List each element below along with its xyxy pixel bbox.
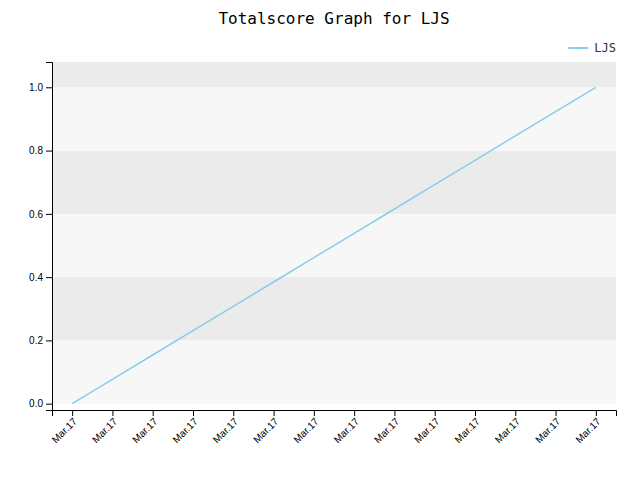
x-tick: Mar.17 xyxy=(493,410,523,445)
y-tick-mark xyxy=(46,404,52,405)
x-tick-label: Mar.17 xyxy=(211,415,241,445)
x-tick-mark xyxy=(556,410,557,416)
x-tick-mark xyxy=(435,410,436,416)
x-tick-mark xyxy=(72,410,73,416)
y-tick-mark xyxy=(46,277,52,278)
x-tick-mark xyxy=(153,410,154,416)
y-tick: 0.6 xyxy=(29,209,52,220)
legend-swatch xyxy=(568,47,588,49)
x-tick: Mar.17 xyxy=(332,410,362,445)
legend-item: LJS xyxy=(568,41,616,55)
x-axis-line xyxy=(53,411,617,417)
x-tick: Mar.17 xyxy=(573,410,603,445)
x-tick-label: Mar.17 xyxy=(170,415,200,445)
y-tick-label: 0.4 xyxy=(29,272,43,283)
y-tick: 0.0 xyxy=(29,398,52,409)
x-tick-mark xyxy=(274,410,275,416)
grid-band xyxy=(52,151,616,214)
x-tick-mark xyxy=(596,410,597,416)
y-tick-mark xyxy=(46,151,52,152)
x-tick-label: Mar.17 xyxy=(130,415,160,445)
x-tick-label: Mar.17 xyxy=(50,415,80,445)
x-tick-label: Mar.17 xyxy=(533,415,563,445)
y-tick-label: 0.0 xyxy=(29,398,43,409)
x-tick: Mar.17 xyxy=(291,410,321,445)
y-tick: 0.2 xyxy=(29,335,52,346)
x-axis: Mar.17 Mar.17 Mar.17 Mar.17 Mar.17 Mar.17 Mar.… xyxy=(50,410,617,445)
x-tick-label: Mar.17 xyxy=(251,415,281,445)
x-tick-mark xyxy=(515,410,516,416)
x-tick-label: Mar.17 xyxy=(412,415,442,445)
x-tick: Mar.17 xyxy=(170,410,200,445)
x-tick-mark xyxy=(233,410,234,416)
x-tick-mark xyxy=(475,410,476,416)
legend: LJS xyxy=(568,41,616,55)
x-tick: Mar.17 xyxy=(211,410,241,445)
x-tick-label: Mar.17 xyxy=(332,415,362,445)
y-tick-label: 1.0 xyxy=(29,82,43,93)
chart: Mar.17 Mar.17 Mar.17 Mar.17 Mar.17 Mar.17 Mar.… xyxy=(0,0,640,480)
y-tick-label: 0.8 xyxy=(29,145,43,156)
x-tick-label: Mar.17 xyxy=(291,415,321,445)
grid-band xyxy=(52,87,616,150)
grid-band xyxy=(52,340,616,403)
grid-band xyxy=(52,277,616,340)
x-tick-mark xyxy=(193,410,194,416)
grid-band xyxy=(52,62,616,87)
y-tick-label: 0.6 xyxy=(29,209,43,220)
title: Totalscore Graph for LJS xyxy=(218,9,449,28)
y-axis: 0.0 0.2 0.4 0.6 0.8 1.0 xyxy=(29,63,52,411)
x-tick-mark xyxy=(354,410,355,416)
x-tick: Mar.17 xyxy=(452,410,482,445)
y-tick: 1.0 xyxy=(29,82,52,93)
x-tick-label: Mar.17 xyxy=(452,415,482,445)
x-tick: Mar.17 xyxy=(90,410,120,445)
x-tick-mark xyxy=(314,410,315,416)
y-tick: 0.4 xyxy=(29,272,52,283)
x-tick: Mar.17 xyxy=(50,410,80,445)
grid xyxy=(52,62,616,404)
series-group xyxy=(72,87,596,403)
x-tick-mark xyxy=(394,410,395,416)
x-tick: Mar.17 xyxy=(412,410,442,445)
x-tick: Mar.17 xyxy=(130,410,160,445)
series-line xyxy=(72,87,596,403)
legend-label: LJS xyxy=(594,41,616,55)
plot-area: Mar.17 Mar.17 Mar.17 Mar.17 Mar.17 Mar.17 Mar.… xyxy=(29,62,616,445)
y-tick-mark xyxy=(46,87,52,88)
y-tick-mark xyxy=(46,214,52,215)
x-tick: Mar.17 xyxy=(533,410,563,445)
y-tick: 0.8 xyxy=(29,145,52,156)
x-tick-label: Mar.17 xyxy=(90,415,120,445)
y-axis-line xyxy=(46,63,53,411)
x-tick-label: Mar.17 xyxy=(573,415,603,445)
y-tick-label: 0.2 xyxy=(29,335,43,346)
x-tick-mark xyxy=(112,410,113,416)
y-tick-mark xyxy=(46,340,52,341)
x-tick: Mar.17 xyxy=(251,410,281,445)
x-tick: Mar.17 xyxy=(372,410,402,445)
x-tick-label: Mar.17 xyxy=(372,415,402,445)
x-tick-label: Mar.17 xyxy=(493,415,523,445)
